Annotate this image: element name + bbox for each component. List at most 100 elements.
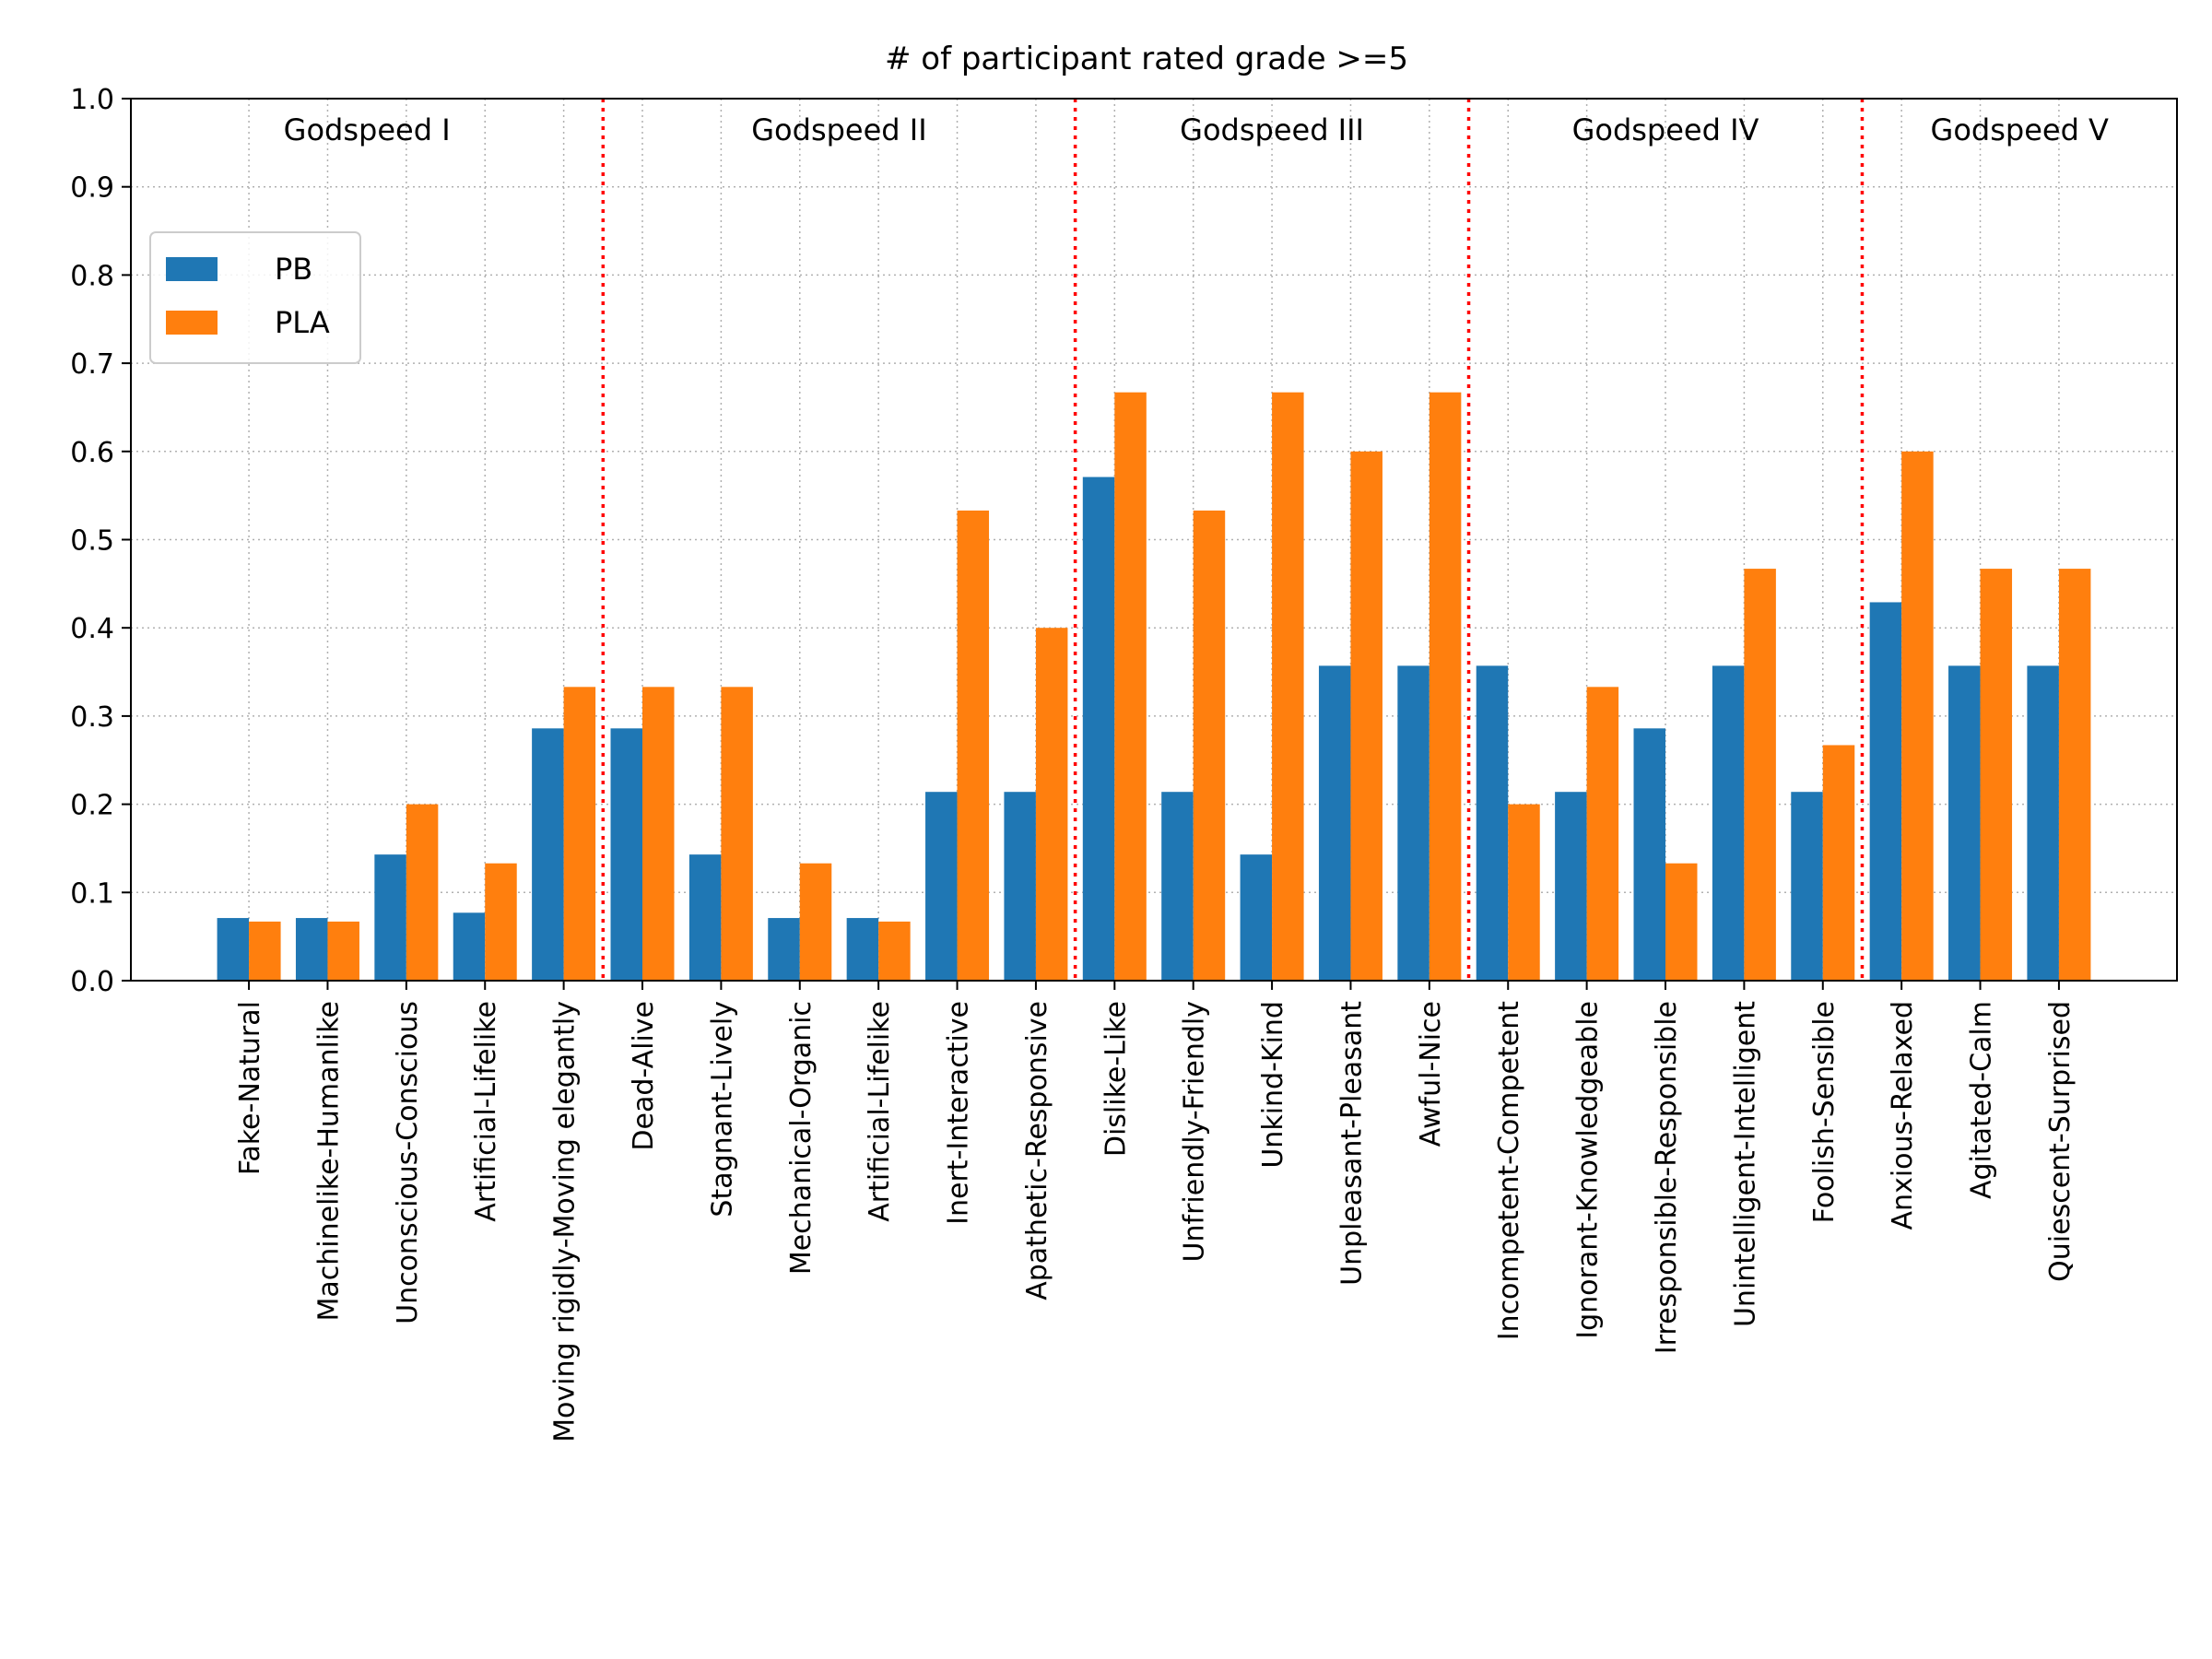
bar-pla: [1272, 392, 1304, 981]
x-tick-label: Fake-Natural: [234, 1001, 266, 1175]
x-tick-label: Dislike-Like: [1100, 1001, 1132, 1157]
legend-swatch-pla: [166, 311, 218, 335]
bar-pb: [1318, 665, 1351, 981]
bar-pb: [1712, 665, 1745, 981]
bar-pla: [1901, 451, 1934, 981]
y-tick-label: 0.4: [70, 613, 114, 645]
bar-pb: [532, 728, 564, 981]
x-tick-label: Stagnant-Lively: [706, 1001, 738, 1218]
x-tick-label: Unintelligent-Intelligent: [1729, 1001, 1761, 1327]
legend-box: [149, 231, 361, 364]
x-tick-label: Unconscious-Conscious: [392, 1001, 424, 1324]
y-tick-label: 0.2: [70, 790, 114, 822]
x-axis: Fake-Natural Machinelike-Humanlike Unconsc…: [234, 981, 2077, 1442]
group-label: Godspeed III: [1180, 112, 1364, 147]
x-tick-label: Awful-Nice: [1415, 1001, 1447, 1147]
group-label: Godspeed I: [284, 112, 451, 147]
x-tick-label: Machinelike-Humanlike: [312, 1001, 345, 1321]
x-tick-label: Incompetent-Competent: [1493, 1001, 1525, 1341]
x-tick-label: Irresponsible-Responsible: [1651, 1001, 1683, 1354]
bar-pla: [327, 921, 359, 981]
bar-pla: [957, 510, 990, 981]
bar-pb: [1004, 792, 1036, 981]
bar-pb: [374, 854, 406, 981]
x-tick-label: Quiescent-Surprised: [2044, 1001, 2077, 1282]
bar-pla: [1114, 392, 1147, 981]
bar-pla: [1744, 569, 1776, 981]
x-tick-label: Inert-Interactive: [943, 1001, 975, 1225]
bar-pb: [453, 912, 486, 981]
bar-pla: [1193, 510, 1226, 981]
bar-pb: [688, 854, 722, 981]
bar-pb: [610, 728, 642, 981]
bar-pla: [2058, 569, 2091, 981]
bar-pla: [642, 687, 675, 981]
x-tick-label: Artificial-Lifelike: [864, 1001, 896, 1222]
bar-pb: [1555, 792, 1587, 981]
bar-pb: [1633, 728, 1665, 981]
bar-pla: [878, 921, 911, 981]
x-tick-label: Moving rigidly-Moving elegantly: [549, 1001, 582, 1442]
bar-pla: [406, 804, 439, 981]
y-tick-label: 1.0: [70, 84, 114, 116]
y-tick-label: 0.9: [70, 172, 114, 205]
x-tick-label: Apathetic-Responsive: [1021, 1001, 1053, 1300]
bar-pla: [1350, 451, 1382, 981]
x-tick-label: Unkind-Kind: [1257, 1001, 1289, 1169]
group-label: Godspeed V: [1931, 112, 2110, 147]
bar-pb: [925, 792, 958, 981]
y-tick-label: 0.7: [70, 348, 114, 381]
x-tick-label: Dead-Alive: [628, 1001, 660, 1151]
bar-pla: [1429, 392, 1462, 981]
bar-pb: [217, 918, 250, 981]
bar-pla: [1822, 745, 1855, 981]
group-label: Godspeed IV: [1572, 112, 1759, 147]
legend-label-pb: PB: [275, 252, 312, 287]
x-tick-label: Mechanical-Organic: [785, 1001, 818, 1275]
x-tick-label: Artificial-Lifelike: [470, 1001, 502, 1222]
bar-pla: [1035, 628, 1068, 981]
bar-pb: [295, 918, 328, 981]
y-tick-label: 0.3: [70, 701, 114, 734]
x-tick-label: Anxious-Relaxed: [1887, 1001, 1919, 1230]
legend-swatch-pb: [166, 257, 218, 281]
y-tick-label: 0.5: [70, 525, 114, 558]
bar-pb: [1948, 665, 1981, 981]
bar-pb: [2027, 665, 2059, 981]
bar-pla: [563, 687, 596, 981]
bar-pla: [1586, 687, 1619, 981]
bar-pb: [1869, 602, 1902, 981]
bar-pla: [721, 687, 753, 981]
bar-pla: [1508, 804, 1540, 981]
legend: PB PLA: [149, 231, 361, 364]
chart-title: # of participant rated grade >=5: [885, 41, 1408, 77]
y-tick-label: 0.0: [70, 966, 114, 998]
bar-pb: [1240, 854, 1273, 981]
bar-pla: [485, 863, 517, 981]
y-tick-label: 0.6: [70, 437, 114, 469]
y-axis: 0.0 0.1 0.2 0.3 0.4 0.5 0.6 0.7 0.8 0.9 1.0: [70, 84, 131, 998]
group-label: Godspeed II: [751, 112, 926, 147]
y-tick-label: 0.1: [70, 877, 114, 910]
bar-pla: [799, 863, 832, 981]
bar-pla: [1665, 863, 1698, 981]
bar-pb: [1476, 665, 1509, 981]
bar-pla: [1980, 569, 2013, 981]
bar-pb: [1161, 792, 1194, 981]
bar-pb: [1397, 665, 1430, 981]
group-labels: Godspeed I Godspeed II Godspeed III Godspee…: [284, 112, 2109, 147]
x-tick-label: Unpleasant-Pleasant: [1335, 1001, 1368, 1286]
x-tick-label: Unfriendly-Friendly: [1179, 1001, 1211, 1262]
x-tick-label: Foolish-Sensible: [1808, 1001, 1841, 1223]
bar-pb: [1082, 477, 1115, 981]
bar-pb: [846, 918, 879, 981]
bars: [217, 392, 2091, 981]
bar-pb: [1791, 792, 1823, 981]
x-tick-label: Ignorant-Knowledgeable: [1572, 1001, 1605, 1339]
bar-pb: [768, 918, 800, 981]
legend-label-pla: PLA: [275, 305, 330, 340]
y-tick-label: 0.8: [70, 260, 114, 292]
x-tick-label: Agitated-Calm: [1966, 1001, 1998, 1199]
